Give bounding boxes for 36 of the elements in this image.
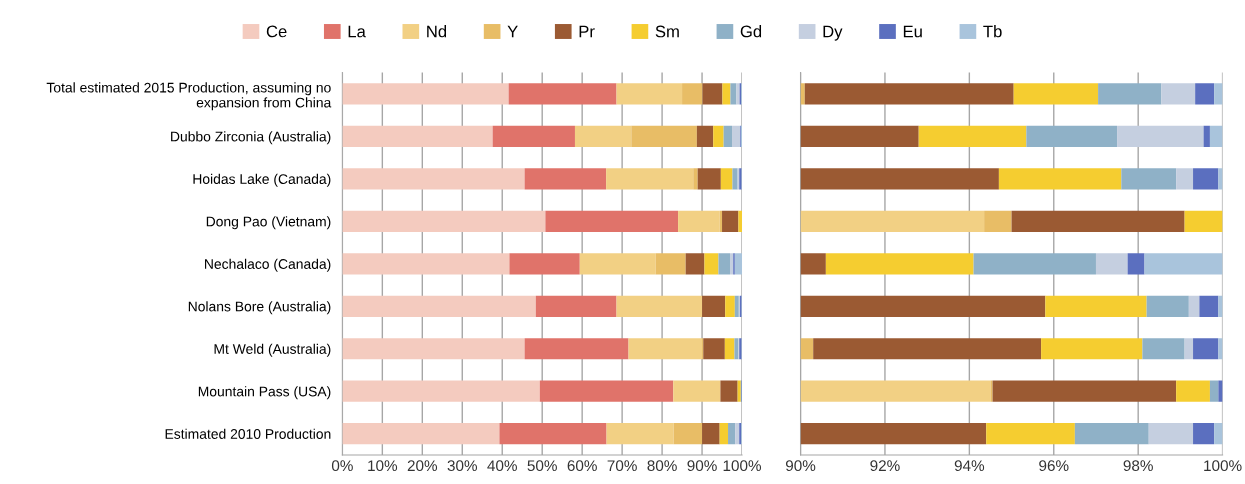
y-tick-label: Hoidas Lake (Canada) [193,173,331,187]
legend-label: La [348,25,366,38]
x-tick-label: 60% [567,460,597,472]
x-tick-label: 94% [954,460,985,472]
y-tick-label: Nechalaco (Canada) [205,258,331,272]
legend-label: Y [507,25,518,38]
y-tick-label: Estimated 2010 Production [165,428,331,439]
x-tick-label: 80% [647,460,677,472]
legend-label: Nd [427,25,447,38]
legend-label: Tb [983,25,1002,38]
x-tick-label: 0% [331,460,353,472]
y-tick-label: Mountain Pass (USA) [198,386,331,400]
x-tick-label: 92% [870,460,900,472]
y-tick-label: Dong Pao (Vietnam) [206,216,331,230]
x-tick-label: 10% [368,460,398,472]
y-tick-label: Mt Weld (Australia) [214,343,331,357]
y-tick-label: Dubbo Zirconia (Australia) [171,131,331,145]
legend-label: Eu [903,25,922,38]
x-tick-label: 96% [1039,460,1069,472]
x-tick-label: 20% [407,460,438,472]
x-tick-label: 100% [1204,460,1242,472]
y-tick-label: Total estimated 2015 Production, assuming no expansion from China [46,82,332,111]
legend-label: Gd [740,25,762,38]
y-tick-label: Nolans Bore (Australia) [188,301,331,315]
x-tick-label: 90% [785,460,816,472]
legend-label: Dy [823,25,843,41]
legend-label: Pr [579,25,595,38]
legend-label: Sm [655,25,679,38]
x-tick-label: 50% [527,460,557,472]
x-tick-label: 90% [687,460,717,472]
x-tick-label: 70% [607,460,637,472]
x-tick-label: 40% [487,460,517,472]
legend-label: Ce [266,25,287,38]
x-tick-label: 100% [723,460,762,472]
x-tick-label: 30% [447,460,478,472]
x-tick-label: 98% [1123,460,1153,472]
